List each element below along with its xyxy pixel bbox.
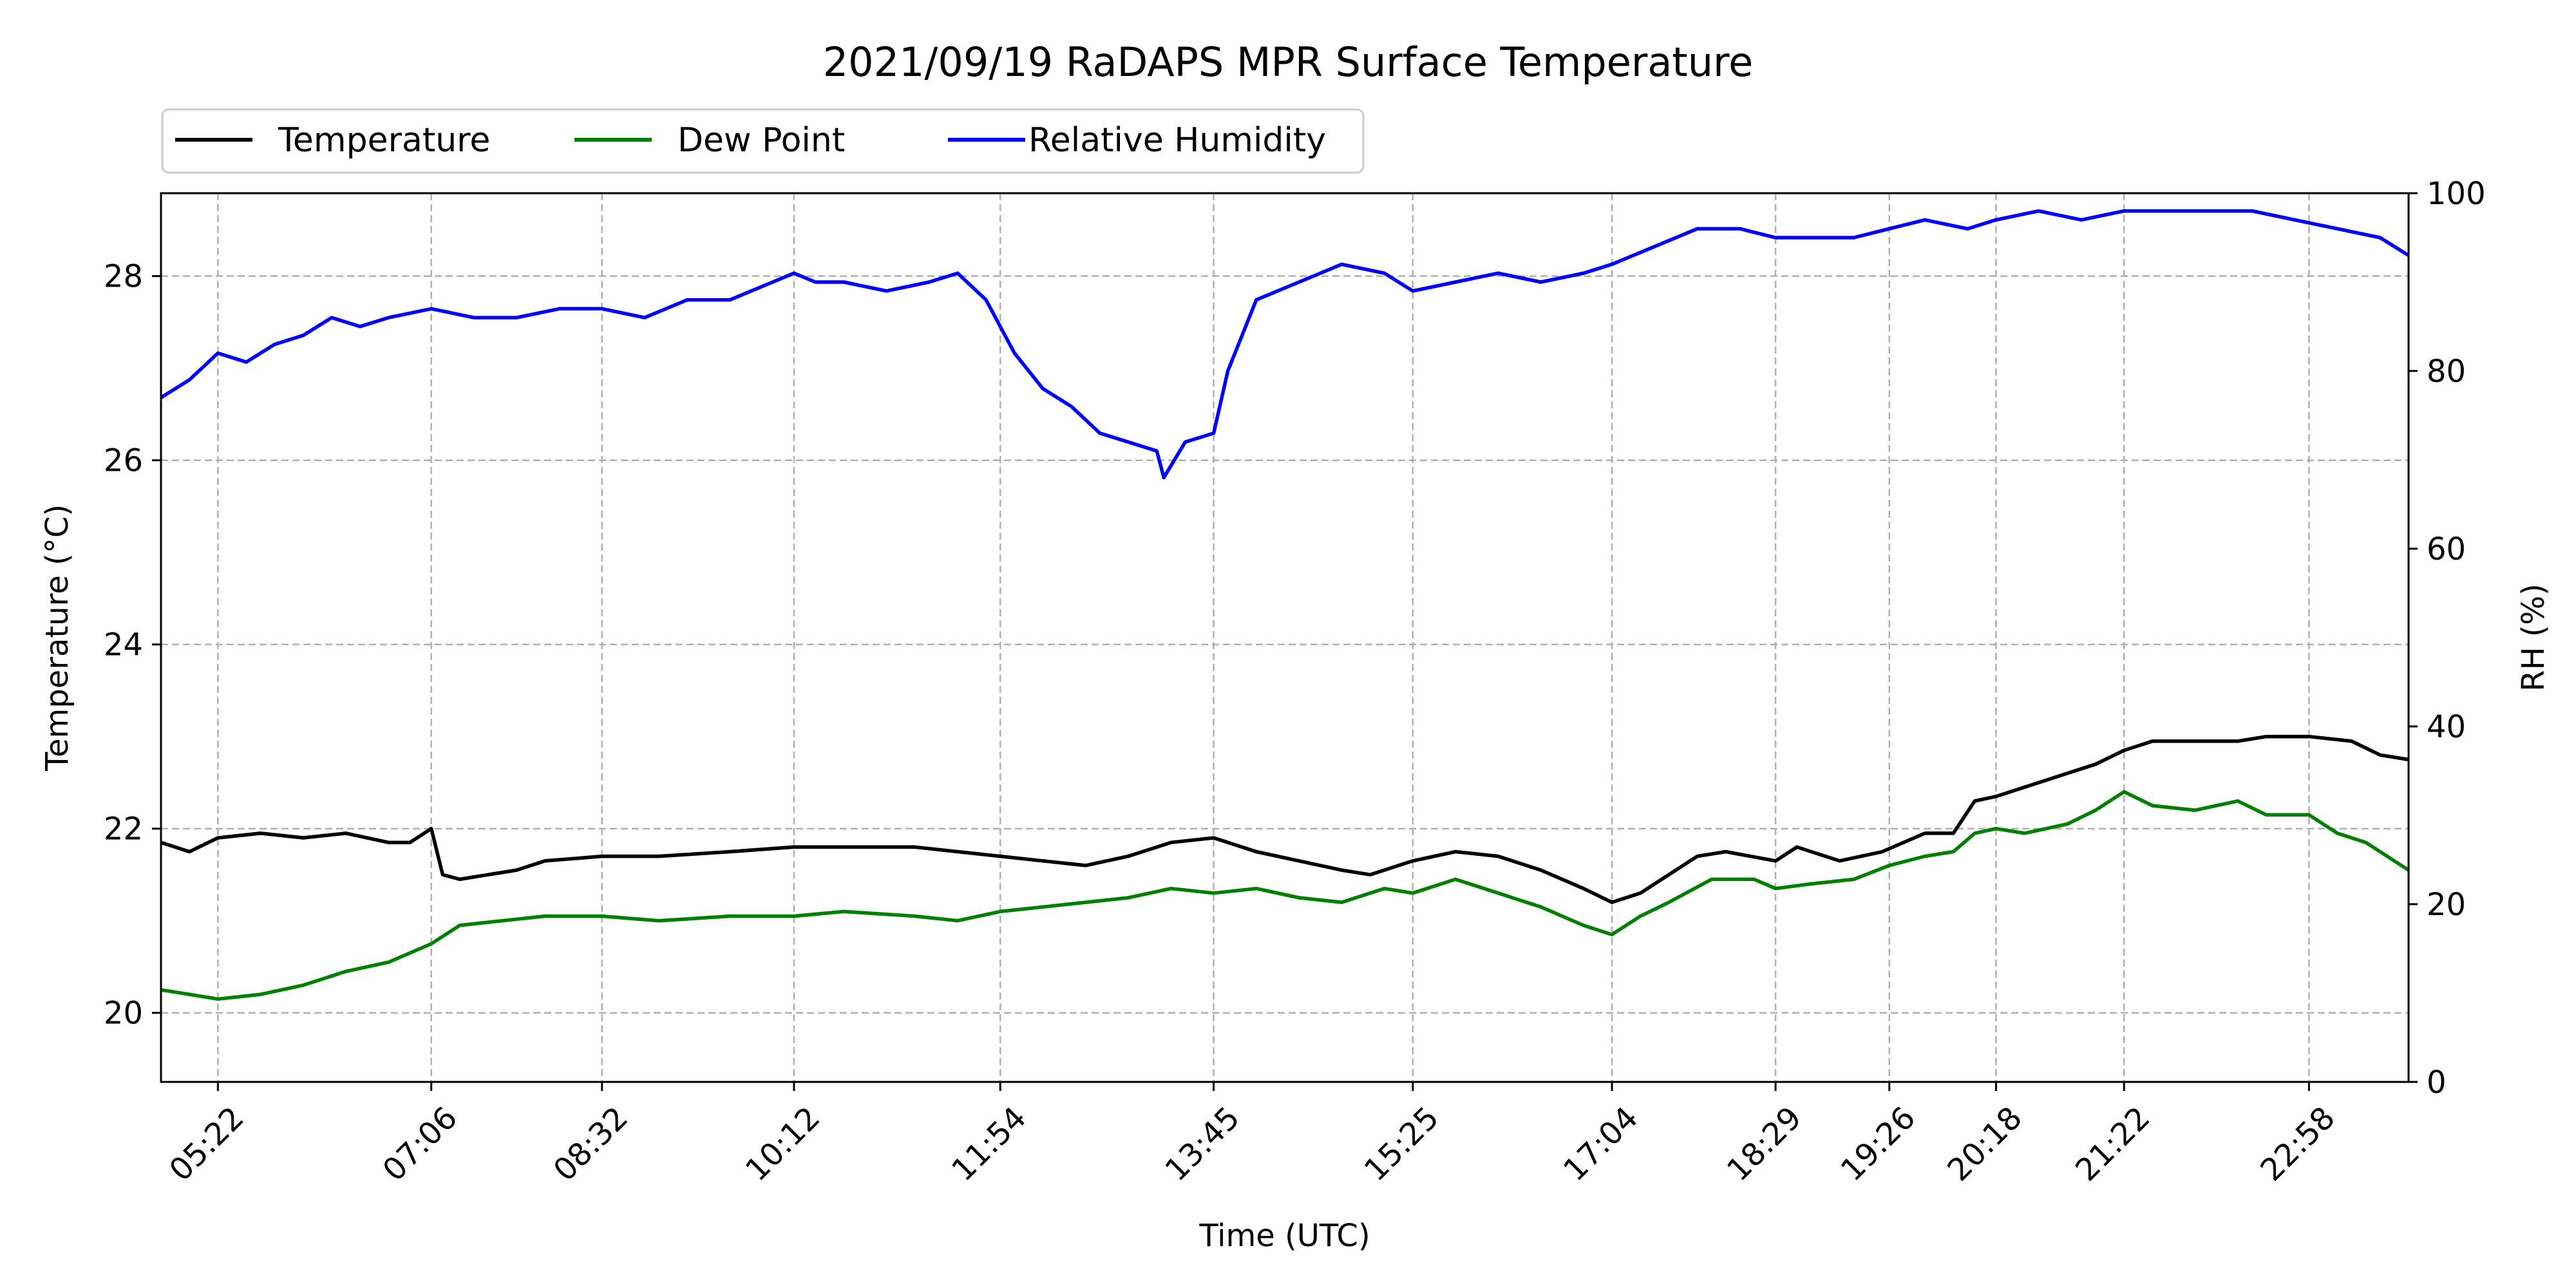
legend-label-relative-humidity: Relative Humidity: [1028, 121, 1326, 160]
x-tick-label: 22:58: [2253, 1100, 2342, 1188]
x-tick-label: 15:25: [1358, 1100, 1446, 1188]
y-right-tick-label: 100: [2427, 176, 2486, 212]
y-left-tick-label: 26: [104, 443, 143, 479]
plot-frame: [160, 192, 2410, 1083]
x-tick-label: 10:12: [739, 1100, 827, 1188]
x-tick-label: 17:04: [1557, 1100, 1645, 1188]
y-right-tick-label: 0: [2427, 1065, 2447, 1101]
chart-title: 2021/09/19 RaDAPS MPR Surface Temperatur…: [823, 39, 1754, 86]
series-line-relative-humidity: [160, 209, 2410, 480]
x-tick-label: 13:45: [1159, 1100, 1247, 1188]
y-right-tick-label: 80: [2427, 354, 2466, 390]
legend-label-dew-point: Dew Point: [677, 121, 845, 160]
x-tick-label: 18:29: [1720, 1100, 1808, 1188]
x-tick-label: 20:18: [1940, 1100, 2029, 1188]
y-left-tick-label: 20: [104, 996, 143, 1032]
y-axis-right-title: RH (%): [2515, 583, 2552, 692]
legend-label-temperature: Temperature: [278, 121, 490, 160]
y-right-tick-label: 40: [2427, 709, 2466, 745]
y-right-tick-label: 20: [2427, 887, 2466, 923]
y-left-tick-label: 22: [104, 811, 143, 848]
x-axis-title: Time (UTC): [1198, 1218, 1370, 1254]
x-tick-label: 08:32: [547, 1100, 635, 1188]
x-tick-label: 19:26: [1834, 1100, 1922, 1188]
x-tick-label: 21:22: [2069, 1100, 2157, 1188]
y-axis-left-title: Temperature (°C): [39, 504, 75, 772]
series-line-dew-point: [160, 790, 2410, 1001]
x-tick-label: 05:22: [162, 1100, 251, 1188]
series-line-temperature: [160, 734, 2409, 904]
x-tick-label: 11:54: [945, 1100, 1033, 1188]
y-right-tick-label: 60: [2427, 531, 2466, 567]
series-lines: [160, 209, 2410, 1001]
y-left-tick-label: 24: [104, 627, 143, 663]
axis-ticks: 05:22 07:06 08:32 10:12 11:54 13:45 15:25 17:04…: [104, 176, 2486, 1188]
legend: Temperature Dew Point Relative Humidity: [161, 108, 1365, 174]
legend-frame: [161, 108, 1365, 174]
x-tick-label: 07:06: [376, 1100, 464, 1188]
grid: [161, 193, 2409, 1082]
y-left-tick-label: 28: [104, 259, 143, 295]
